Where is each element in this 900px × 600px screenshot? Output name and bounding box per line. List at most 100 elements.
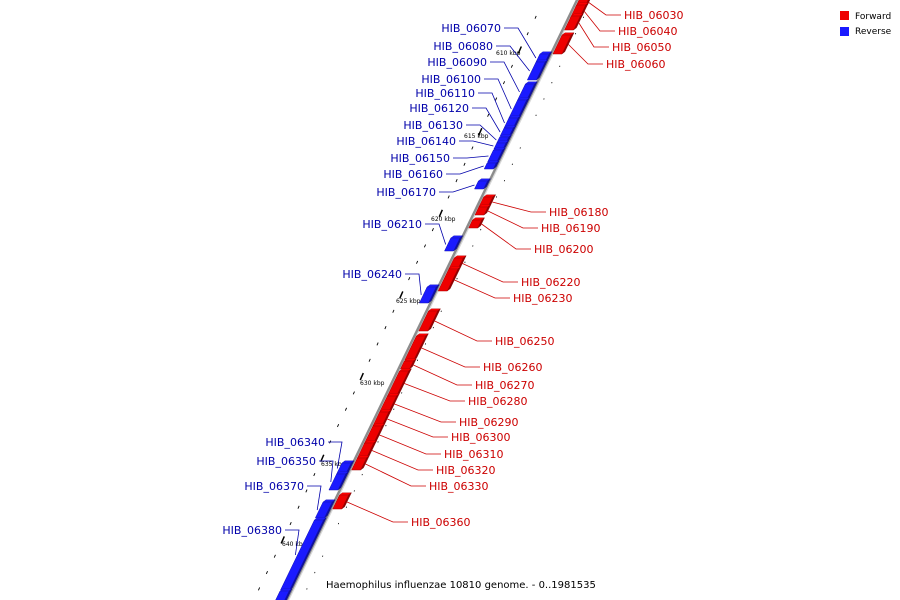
gene-box-face [564,15,581,31]
gene-label: HIB_06180 [549,206,609,219]
gene-hib_06140[interactable]: HIB_06140 [396,135,510,150]
gene-leader-line [453,155,489,159]
gene-hib_06070[interactable]: HIB_06070 [441,22,553,63]
major-tick [517,46,523,54]
gene-leader-line [584,11,615,32]
gene-leader-line [496,45,530,72]
legend-reverse-swatch [840,27,849,36]
tick-label: 630 kbp [360,380,385,387]
gene-hib_06060[interactable]: HIB_06060 [552,32,666,71]
gene-hib_06370[interactable]: HIB_06370 [244,480,336,519]
gene-hib_06280[interactable]: HIB_06280 [387,368,528,408]
gene-hib_06360[interactable]: HIB_06360 [332,492,471,529]
minor-tick [344,407,347,411]
gene-leader-line [568,44,603,65]
minor-tick [487,113,490,117]
gene-hib_06210[interactable]: HIB_06210 [362,218,464,252]
gene-hib_06380[interactable]: HIB_06380 [222,517,327,591]
gene-hib_06080[interactable]: HIB_06080 [433,40,549,81]
gene-label: HIB_06290 [459,416,519,429]
minor-tick [423,244,427,248]
minor-tick [313,472,316,477]
gene-hib_06190[interactable]: HIB_06190 [474,204,601,235]
gene-leader-line [492,201,546,213]
gene-label: HIB_06370 [244,480,304,493]
gene-hib_06320[interactable]: HIB_06320 [357,440,496,477]
gene-hib_06340[interactable]: HIB_06340 [265,436,355,475]
gene-label: HIB_06270 [475,379,535,392]
gene-hib_06030[interactable]: HIB_06030 [575,0,684,22]
tick-label: 625 kbp [396,298,421,305]
major-tick [399,291,404,299]
minor-tick [289,521,292,526]
gene-hib_06050[interactable]: HIB_06050 [564,13,672,54]
gene-label: HIB_06330 [429,480,489,493]
gene-label: HIB_06140 [396,135,456,148]
gene-label: HIB_06380 [222,524,282,537]
gene-hib_06090[interactable]: HIB_06090 [427,56,538,101]
gene-leader-line [454,279,510,299]
gene-hib_06270[interactable]: HIB_06270 [399,358,535,392]
gene-label: HIB_06120 [409,102,469,115]
gene-hib_06220[interactable]: HIB_06220 [448,255,581,289]
minor-tick [431,228,434,232]
gene-box-face [418,310,438,332]
gene-hib_06250[interactable]: HIB_06250 [418,308,555,348]
gene-box-face [444,237,461,252]
gene-box-face [487,149,503,163]
tick-layer: 610 kbp 615 kbp 620 kbp 625 kbp 630 kbp 635 k… [258,15,584,591]
gene-leader-line [588,2,621,16]
tick-label: 615 kbp [464,133,489,140]
gene-hib_06240[interactable]: HIB_06240 [342,268,440,304]
gene-leader-line [405,273,422,296]
gene-leader-line [425,223,447,245]
gene-hib_06170[interactable]: HIB_06170 [376,178,492,199]
gene-leader-line [487,210,538,229]
gene-hib_06350[interactable]: HIB_06350 [256,455,350,491]
gene-leader-line [439,184,475,193]
gene-hib_06100[interactable]: HIB_06100 [421,73,531,119]
gene-box-face [499,127,514,137]
minor-tick [384,326,387,330]
gene-box-face [468,219,482,229]
gene-label: HIB_06230 [513,292,573,305]
gene-leader-line [481,223,531,250]
gene-hib_06260[interactable]: HIB_06260 [404,333,543,374]
minor-tick [392,309,395,313]
gene-label: HIB_06130 [403,119,463,132]
gene-leader-line [421,347,480,368]
gene-leader-line [578,22,609,48]
minor-tick [447,195,450,199]
gene-unlabeled[interactable] [273,588,293,600]
major-tick [438,209,444,218]
gene-hib_06330[interactable]: HIB_06330 [351,455,489,493]
tick-label: 635 kbp [321,461,346,468]
tick-label: 610 kbp [496,50,521,57]
gene-leader-line [459,140,494,147]
minor-tick [502,81,506,85]
gene-leader-line [490,61,520,93]
gene-leader-line [478,92,505,124]
gene-hib_06230[interactable]: HIB_06230 [437,266,573,305]
minor-tick [337,424,340,428]
minor-tick [510,64,513,68]
gene-leader-line [466,124,497,141]
gene-leader-line [504,27,537,59]
gene-hib_06150[interactable]: HIB_06150 [390,147,507,165]
gene-label: HIB_06060 [606,58,666,71]
gene-hib_06200[interactable]: HIB_06200 [468,217,594,256]
gene-hib_06120[interactable]: HIB_06120 [409,102,517,137]
major-tick [478,127,483,136]
minor-tick [265,570,268,575]
gene-box-face [419,286,437,304]
tick-label: 640 kbp [282,541,307,548]
gene-box-face [328,473,346,491]
gene-hib_06290[interactable]: HIB_06290 [379,393,519,429]
gene-box-face [526,61,546,81]
gene-hib_06180[interactable]: HIB_06180 [478,194,609,219]
gene-leader-line [319,460,334,483]
gene-hib_06160[interactable]: HIB_06160 [383,160,500,181]
gene-leader-line [484,78,512,110]
gene-hib_06310[interactable]: HIB_06310 [363,423,504,461]
gene-label: HIB_06100 [421,73,481,86]
